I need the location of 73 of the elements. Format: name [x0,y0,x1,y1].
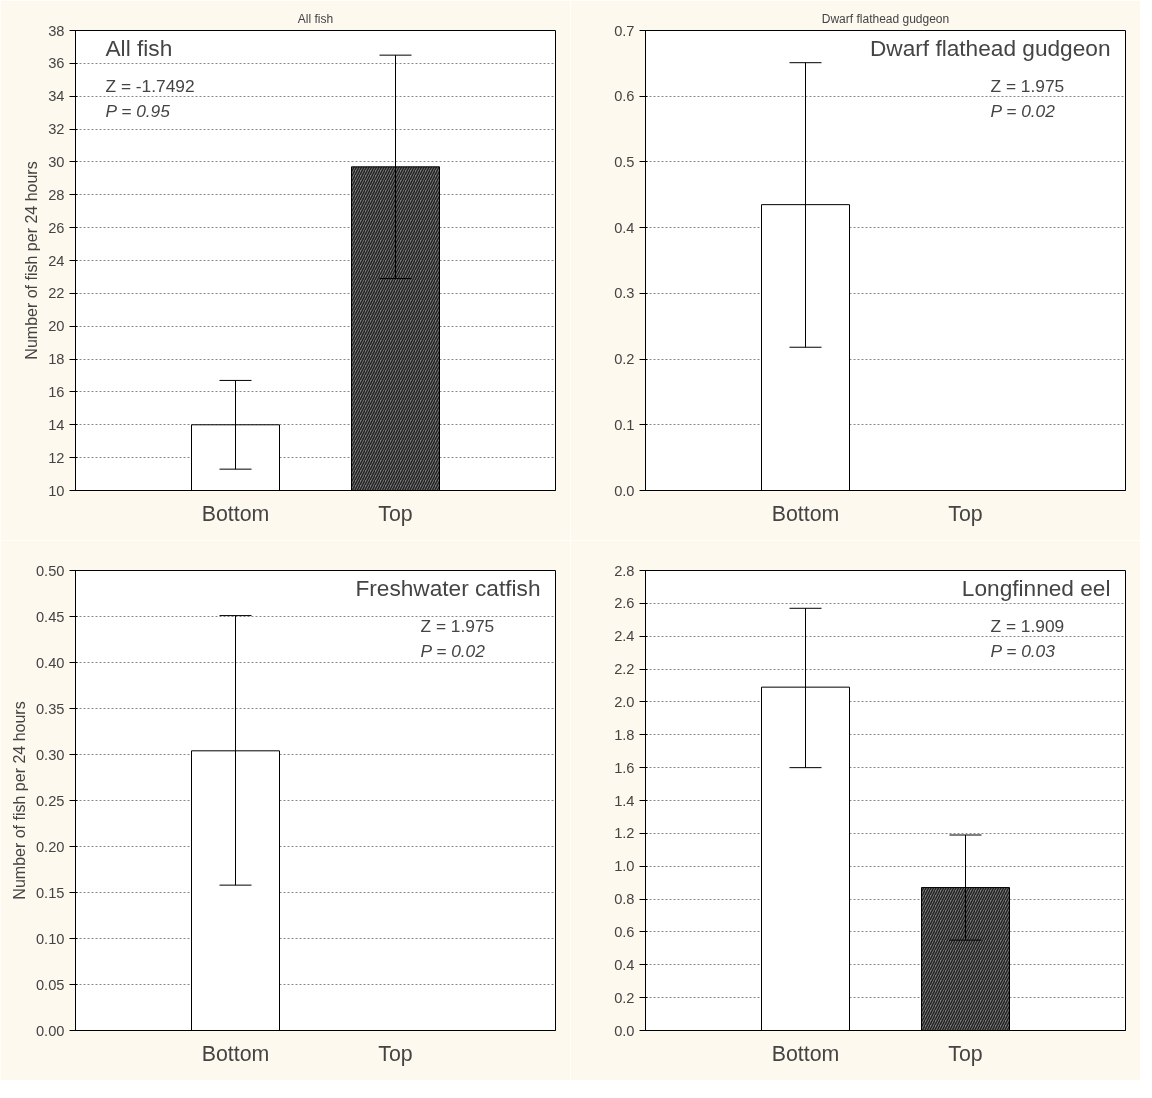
y-tick-label: 30 [48,153,65,170]
annotation: Freshwater catfish [355,574,541,601]
y-tick-label: 0.50 [35,562,65,579]
y-tick-label: 18 [48,351,65,368]
y-tick-label: 0.8 [614,891,635,908]
annotation: Z = 1.909 [990,615,1065,636]
y-tick-label: 0.15 [35,884,65,901]
annotation: P = 0.03 [990,640,1056,661]
y-tick-label: 28 [48,186,65,203]
annotation: Dwarf flathead gudgeon [869,34,1111,61]
y-tick-label: 24 [48,252,65,269]
y-tick-label: 0.30 [35,746,65,763]
y-tick-label: 1.6 [614,759,635,776]
y-tick-label: 0.10 [35,930,65,947]
y-tick-label: 32 [48,121,65,138]
y-tick-label: 16 [48,383,65,400]
y-tick-label: 1.2 [614,825,635,842]
y-tick-label: 0.45 [35,608,65,625]
y-tick-label: 10 [48,482,65,499]
y-tick-label: 0.3 [614,285,635,302]
y-tick-label: 0.6 [614,923,635,940]
y-tick-label: 12 [48,449,65,466]
y-tick-label: 2.0 [614,693,635,710]
y-tick-label: 14 [48,416,65,433]
y-axis-title: Number of fish per 24 hours [10,701,28,900]
y-tick-label: 1.8 [614,726,635,743]
y-tick-label: 0.4 [614,956,635,973]
annotation: All fish [105,34,173,61]
y-tick-label: 0.05 [35,976,65,993]
y-tick-label: 26 [48,219,65,236]
annotation: Z = 1.975 [990,75,1065,96]
y-tick-label: 22 [48,285,65,302]
y-tick-label: 0.1 [614,416,635,433]
y-tick-label: 1.0 [614,858,635,875]
y-tick-label: 1.4 [614,792,635,809]
y-tick-label: 20 [48,318,65,335]
y-tick-label: 0.0 [614,482,635,499]
annotation: Longfinned eel [961,574,1111,601]
annotation: P = 0.95 [105,100,171,121]
y-tick-label: 0.7 [614,22,635,39]
y-tick-label: 0.2 [614,351,635,368]
x-tick-label: Top [378,501,413,526]
y-tick-label: 0.00 [35,1022,65,1039]
annotation: P = 0.02 [420,640,486,661]
x-tick-label: Bottom [201,501,270,526]
y-tick-label: 0.40 [35,654,65,671]
y-tick-label: 2.4 [614,628,635,645]
y-tick-label: 34 [48,88,65,105]
chart-title: All fish [297,11,334,26]
y-tick-label: 38 [48,22,65,39]
x-tick-label: Bottom [201,1041,270,1066]
annotation: P = 0.02 [990,100,1056,121]
y-tick-label: 0.20 [35,838,65,855]
y-tick-label: 36 [48,55,65,72]
y-tick-label: 0.5 [614,153,635,170]
x-tick-label: Top [948,1041,983,1066]
x-tick-label: Bottom [771,501,840,526]
y-tick-label: 2.8 [614,562,635,579]
x-tick-label: Bottom [771,1041,840,1066]
y-tick-label: 2.2 [614,661,635,678]
annotation: Z = -1.7492 [105,75,195,96]
y-tick-label: 0.2 [614,989,635,1006]
y-tick-label: 0.25 [35,792,65,809]
y-tick-label: 0.6 [614,88,635,105]
chart-title: Dwarf flathead gudgeon [821,11,950,26]
x-tick-label: Top [378,1041,413,1066]
y-tick-label: 0.35 [35,700,65,717]
y-tick-label: 2.6 [614,595,635,612]
y-axis-title: Number of fish per 24 hours [23,161,41,360]
x-tick-label: Top [948,501,983,526]
y-tick-label: 0.0 [614,1022,635,1039]
y-tick-label: 0.4 [614,219,635,236]
annotation: Z = 1.975 [420,615,495,636]
